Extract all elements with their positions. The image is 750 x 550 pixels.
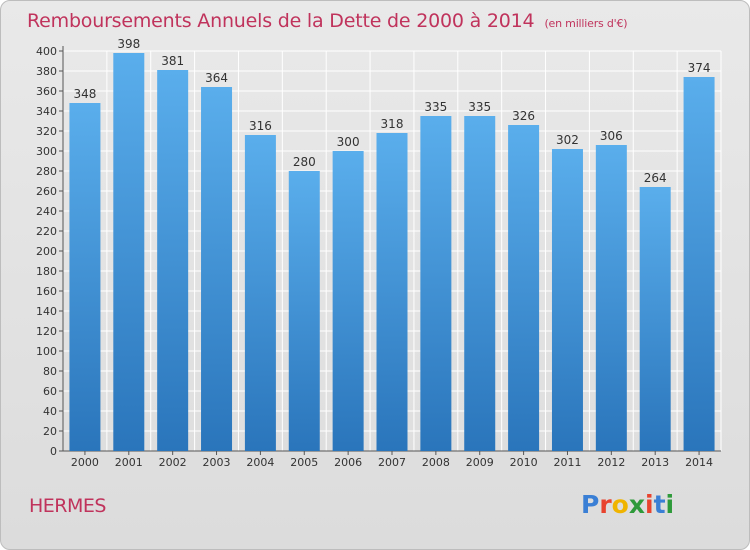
commune-name: HERMES (29, 495, 106, 517)
x-tick-label: 2006 (334, 456, 362, 469)
y-tick-label: 240 (36, 205, 57, 218)
y-tick-label: 80 (43, 365, 57, 378)
title-text: Remboursements Annuels de la Dette de 20… (27, 10, 535, 32)
bar-2006 (332, 151, 364, 451)
bar-2001 (113, 53, 145, 451)
y-tick-label: 260 (36, 185, 57, 198)
y-tick-label: 180 (36, 265, 57, 278)
bar-2008 (420, 116, 452, 451)
value-label: 335 (424, 100, 447, 114)
x-tick-label: 2011 (553, 456, 581, 469)
value-label: 306 (600, 129, 623, 143)
value-label: 280 (293, 155, 316, 169)
y-tick-label: 340 (36, 105, 57, 118)
y-tick-label: 40 (43, 405, 57, 418)
x-tick-label: 2005 (290, 456, 318, 469)
logo-letter: t (653, 490, 666, 519)
bar-2004 (244, 135, 276, 451)
value-label: 302 (556, 133, 579, 147)
value-label: 300 (337, 135, 360, 149)
x-tick-label: 2002 (159, 456, 187, 469)
bar-2014 (683, 77, 715, 451)
y-tick-label: 120 (36, 325, 57, 338)
bar-2007 (376, 133, 408, 451)
x-tick-label: 2004 (246, 456, 274, 469)
x-tick-label: 2008 (422, 456, 450, 469)
y-tick-label: 160 (36, 285, 57, 298)
x-tick-label: 2013 (641, 456, 669, 469)
logo-letter: i (645, 490, 654, 519)
y-tick-label: 400 (36, 45, 57, 58)
value-label: 264 (644, 171, 667, 185)
bar-chart: 348 398 381 364 316 280 300 318 335 335 326 302 306 2… (36, 37, 722, 469)
y-tick-label: 0 (50, 445, 57, 458)
y-tick-label: 380 (36, 65, 57, 78)
unit-label: (en milliers d'€) (544, 17, 628, 30)
logo-letter: i (665, 490, 675, 519)
logo-letter: x (628, 490, 645, 519)
value-label: 318 (381, 117, 404, 131)
y-tick-label: 140 (36, 305, 57, 318)
logo-letter: o (611, 490, 629, 519)
value-label: 364 (205, 71, 228, 85)
y-tick-label: 100 (36, 345, 57, 358)
value-label: 374 (688, 61, 711, 75)
proxiti-logo: Proxiti (581, 490, 674, 519)
x-tick-label: 2000 (71, 456, 99, 469)
x-tick-label: 2009 (466, 456, 494, 469)
bar-2013 (639, 187, 671, 451)
y-tick-label: 280 (36, 165, 57, 178)
value-label: 326 (512, 109, 535, 123)
bar-2012 (595, 145, 627, 451)
tick-labels: 0 20 40 60 80 100 120 140 160 180 200 220 240 260 280 3… (36, 45, 713, 469)
y-tick-label: 320 (36, 125, 57, 138)
bar-2000 (69, 103, 101, 451)
value-label: 335 (468, 100, 491, 114)
bar-2003 (201, 87, 233, 451)
x-tick-label: 2001 (115, 456, 143, 469)
y-tick-label: 20 (43, 425, 57, 438)
value-label: 381 (161, 54, 184, 68)
logo-letter: P (581, 490, 600, 519)
bars (69, 53, 715, 451)
bar-2005 (288, 171, 320, 451)
value-labels: 348 398 381 364 316 280 300 318 335 335 326 302 306 2… (73, 37, 710, 185)
bar-2011 (551, 149, 583, 451)
logo-letter: r (599, 490, 612, 519)
chart-title: Remboursements Annuels de la Dette de 20… (27, 10, 628, 32)
x-tick-label: 2012 (597, 456, 625, 469)
y-tick-label: 60 (43, 385, 57, 398)
y-tick-label: 220 (36, 225, 57, 238)
value-label: 316 (249, 119, 272, 133)
value-label: 348 (73, 87, 96, 101)
y-tick-label: 300 (36, 145, 57, 158)
bar-2010 (508, 125, 540, 451)
bar-2002 (157, 70, 189, 451)
x-tick-label: 2014 (685, 456, 713, 469)
x-tick-label: 2007 (378, 456, 406, 469)
bar-2009 (464, 116, 496, 451)
x-tick-label: 2010 (510, 456, 538, 469)
y-tick-label: 360 (36, 85, 57, 98)
value-label: 398 (117, 37, 140, 51)
x-tick-label: 2003 (203, 456, 231, 469)
y-tick-label: 200 (36, 245, 57, 258)
